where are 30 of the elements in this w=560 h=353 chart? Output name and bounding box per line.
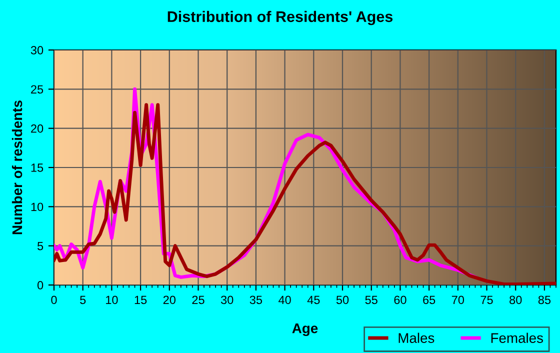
y-tick-label: 0 bbox=[37, 281, 44, 290]
chart-title: Distribution of Residents' Ages bbox=[168, 10, 393, 26]
x-tick-label: 70 bbox=[452, 296, 464, 304]
x-tick-label: 25 bbox=[192, 296, 204, 304]
y-axis-title: Number of residents bbox=[12, 100, 22, 234]
x-tick-label: 50 bbox=[336, 296, 349, 304]
x-tick-label: 75 bbox=[480, 296, 493, 304]
x-axis-title: Age bbox=[292, 324, 318, 336]
x-tick-label: 85 bbox=[538, 296, 551, 304]
x-tick-label: 15 bbox=[134, 296, 147, 304]
x-tick-label: 35 bbox=[250, 296, 262, 304]
x-tick-label: 30 bbox=[220, 296, 234, 304]
y-tick-label: 5 bbox=[37, 242, 44, 250]
x-tick-label: 55 bbox=[365, 296, 378, 304]
x-tick-label: 45 bbox=[307, 296, 320, 304]
x-tick-label: 65 bbox=[423, 296, 436, 304]
x-tick-label: 60 bbox=[394, 296, 406, 304]
x-tick-label: 5 bbox=[80, 296, 86, 304]
x-tick-label: 20 bbox=[163, 296, 176, 304]
y-tick-label: 25 bbox=[31, 85, 44, 94]
y-tick-label: 20 bbox=[31, 124, 44, 133]
x-tick-label: 40 bbox=[278, 296, 291, 304]
x-tick-label: 0 bbox=[51, 296, 57, 304]
legend-label: Females bbox=[491, 332, 543, 343]
y-tick-label: 15 bbox=[31, 164, 44, 172]
y-tick-label: 10 bbox=[31, 202, 44, 212]
y-tick-label: 30 bbox=[30, 46, 44, 54]
legend-label: Males bbox=[398, 332, 434, 343]
x-tick-label: 10 bbox=[106, 296, 118, 304]
x-tick-label: 80 bbox=[510, 296, 522, 304]
